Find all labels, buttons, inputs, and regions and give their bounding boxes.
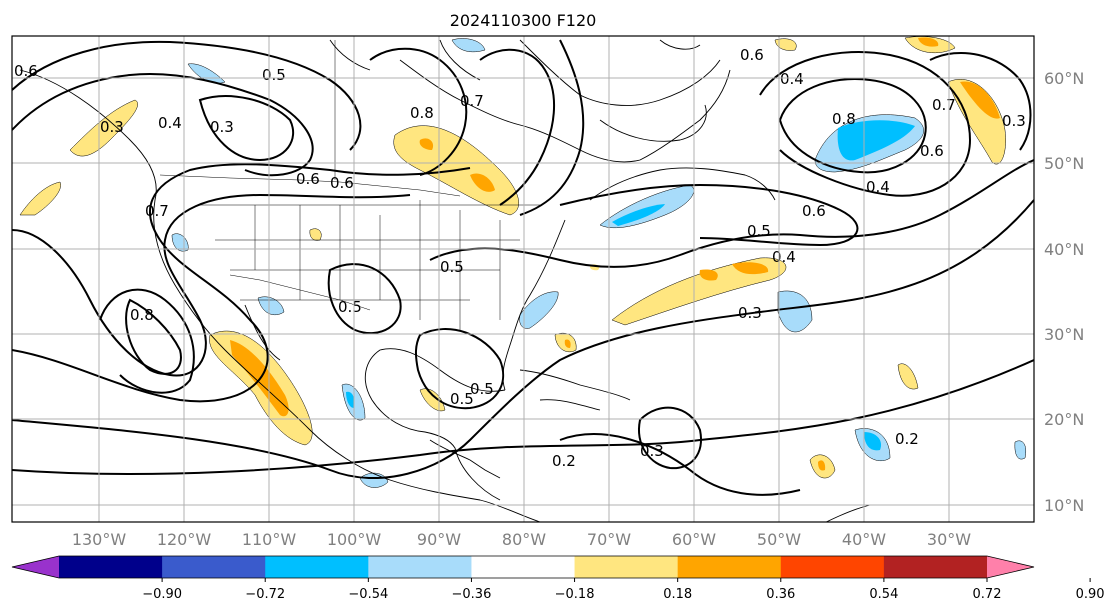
lon-label: 30°W [927,530,971,549]
colorbar-tick-label: 0.90 [1076,587,1105,602]
lat-label: 20°N [1044,410,1084,429]
map-frame [11,35,1035,523]
colorbar-swatch [574,556,679,578]
latitude-labels: 60°N 50°N 40°N 30°N 20°N 10°N [1044,69,1084,515]
lon-label: 100°W [327,530,382,549]
lon-label: 120°W [157,530,212,549]
colorbar-swatch [780,556,885,578]
colorbar-swatch [883,556,988,578]
lon-label: 110°W [242,530,297,549]
colorbar-swatch [265,556,369,578]
contour-label: 0.2 [895,430,919,448]
lon-label: 50°W [757,530,801,549]
lon-label: 80°W [502,530,546,549]
colorbar-tick-label: −0.18 [555,587,595,602]
lon-label: 60°W [672,530,716,549]
contour-label: 0.3 [640,442,664,460]
contour-label: 0.5 [470,380,494,398]
contour-label: 0.6 [802,202,826,220]
contour-label: 0.6 [296,170,320,188]
contour-label-group: 0.6 0.3 0.5 0.4 0.3 0.8 0.7 0.6 0.7 0.8 … [14,46,1026,470]
colorbar-swatch [471,556,576,578]
colorbar-tick-label: 0.36 [766,587,795,602]
contour-label: 0.4 [772,248,796,266]
contour-label: 0.6 [920,142,944,160]
contour-label: 0.6 [14,62,38,80]
contour-label: 0.5 [450,390,474,408]
colorbar-extend-high [987,556,1034,578]
contour-label: 0.4 [866,178,890,196]
lon-label: 90°W [417,530,461,549]
lat-label: 10°N [1044,496,1084,515]
contour-label: 0.5 [338,298,362,316]
contour-label: 0.8 [410,104,434,122]
lat-label: 40°N [1044,240,1084,259]
colorbar-tick-label: −0.90 [142,587,182,602]
political-borders [159,40,540,330]
contour-label: 0.4 [158,114,182,132]
lat-label: 50°N [1044,154,1084,173]
contour-label: 0.3 [100,118,124,136]
contour-label: 0.8 [130,306,154,324]
colorbar-tick-label: −0.72 [245,587,285,602]
map-area: 0.6 0.3 0.5 0.4 0.3 0.8 0.7 0.6 0.7 0.8 … [11,35,1035,523]
lat-label: 30°N [1044,325,1084,344]
contour-label: 0.6 [740,46,764,64]
lon-label: 130°W [72,530,127,549]
colorbar-extend-low [12,556,59,578]
colorbar-swatch [59,556,163,578]
longitude-labels: 130°W 120°W 110°W 100°W 90°W 80°W 70°W 6… [72,530,971,549]
contour-label: 0.4 [780,70,804,88]
colorbar: −0.90 −0.72 −0.54 −0.36 −0.18 0.18 0.36 0.54 0.7… [11,555,1105,602]
lon-label: 40°W [842,530,886,549]
colorbar-swatch [677,556,782,578]
contour-label: 0.5 [440,258,464,276]
colorbar-tick-label: 0.72 [973,587,1002,602]
colorbar-swatches [11,555,1035,579]
contour-label: 0.3 [738,304,762,322]
colorbar-tick-label: −0.36 [452,587,492,602]
contour-label: 0.7 [932,96,956,114]
contour-label: 0.5 [262,66,286,84]
contour-label: 0.3 [1002,112,1026,130]
map-title: 2024110300 F120 [450,11,597,30]
colorbar-ticks: −0.90 −0.72 −0.54 −0.36 −0.18 0.18 0.36 0.54 0.7… [142,578,1105,602]
gridlines [12,36,1034,522]
colorbar-swatch [162,556,266,578]
contour-label: 0.7 [145,202,169,220]
lon-label: 70°W [587,530,631,549]
contour-label: 0.2 [552,452,576,470]
colorbar-tick-label: −0.54 [348,587,388,602]
colorbar-tick-label: 0.54 [869,587,898,602]
colorbar-tick-label: 0.18 [663,587,692,602]
colorbar-outline [11,555,1035,579]
contour-label: 0.3 [210,118,234,136]
contour-label: 0.8 [832,110,856,128]
contour-label: 0.7 [460,92,484,110]
contour-label: 0.6 [330,174,354,192]
lat-label: 60°N [1044,69,1084,88]
contour-label: 0.5 [747,222,771,240]
colorbar-swatch [368,556,472,578]
